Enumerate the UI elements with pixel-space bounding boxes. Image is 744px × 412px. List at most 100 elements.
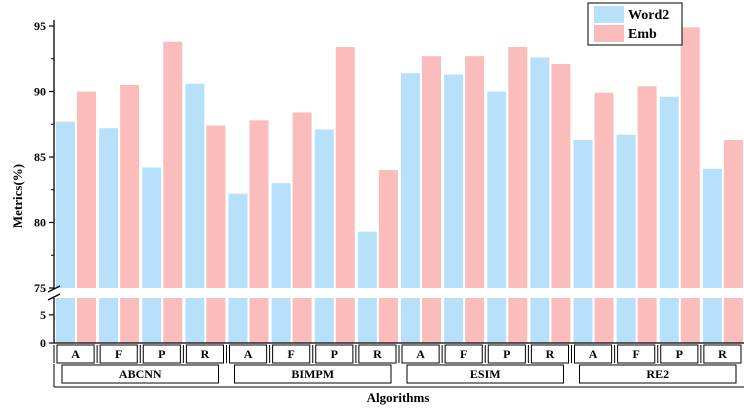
legend: Word2 Emb (587, 2, 683, 46)
metric-label-2: P (158, 347, 165, 361)
legend-swatch-word2 (594, 6, 624, 23)
metric-label-3: R (201, 347, 210, 361)
bar-word2-14-base (659, 298, 679, 343)
group-label-esim: ESIM (470, 367, 501, 381)
bar-emb-9-base (465, 298, 485, 343)
metric-label-8: A (416, 347, 425, 361)
bar-word2-11-base (530, 298, 550, 343)
bar-word2-3 (185, 83, 205, 288)
metric-label-10: P (503, 347, 510, 361)
group-box-re2 (579, 364, 737, 384)
y-tick-label-upper-0: 75 (34, 281, 46, 295)
y-tick-label-lower-1: 5 (40, 308, 46, 322)
bar-word2-4-base (228, 298, 248, 343)
bar-word2-15-base (702, 298, 722, 343)
bar-word2-2-base (142, 298, 162, 343)
bar-word2-12 (573, 139, 593, 288)
bar-word2-12-base (573, 298, 593, 343)
bar-word2-7 (357, 231, 377, 288)
bar-emb-5-base (292, 298, 312, 343)
group-box-abcnn (61, 364, 219, 384)
metric-label-5: F (288, 347, 295, 361)
bar-emb-10 (508, 46, 528, 289)
metric-label-4: A (244, 347, 253, 361)
bar-emb-5 (292, 112, 312, 289)
metric-label-9: F (460, 347, 467, 361)
bar-word2-13-base (616, 298, 636, 343)
metric-label-15: R (718, 347, 727, 361)
bar-word2-3-base (185, 298, 205, 343)
bar-emb-2-base (163, 298, 183, 343)
bar-emb-0-base (77, 298, 96, 343)
bar-word2-9 (444, 74, 464, 288)
bar-word2-4 (228, 193, 248, 288)
bar-emb-13-base (637, 298, 657, 343)
y-axis-label: Metrics(%) (10, 164, 25, 228)
metric-box-0 (56, 344, 95, 364)
axis-break-mark-lower (47, 293, 61, 301)
bar-emb-4 (249, 120, 269, 288)
bar-word2-11 (530, 57, 550, 288)
bar-emb-3-base (206, 298, 226, 343)
y-tick-label-upper-2: 85 (34, 150, 46, 164)
bar-emb-12 (594, 92, 614, 288)
metric-box-9 (444, 344, 483, 364)
metric-box-13 (617, 344, 656, 364)
bar-word2-1 (99, 128, 119, 288)
metric-box-3 (185, 344, 224, 364)
metric-label-11: R (546, 347, 555, 361)
bar-word2-15 (702, 168, 722, 288)
bar-word2-9-base (444, 298, 464, 343)
bar-emb-8 (422, 56, 441, 288)
metric-label-0: A (71, 347, 80, 361)
bar-emb-15 (723, 139, 743, 288)
group-box-bimpm (234, 364, 392, 384)
bar-emb-6 (335, 46, 355, 289)
axis-break-mark-upper (47, 285, 61, 293)
bar-emb-0 (77, 91, 96, 288)
bar-emb-2 (163, 41, 183, 288)
metric-label-13: F (633, 347, 640, 361)
legend-label-emb: Emb (628, 27, 657, 42)
bar-word2-8 (401, 73, 420, 288)
metric-box-10 (487, 344, 526, 364)
group-label-abcnn: ABCNN (119, 367, 162, 381)
metric-label-14: P (676, 347, 683, 361)
bar-emb-10-base (508, 298, 528, 343)
bar-emb-11-base (551, 298, 571, 343)
y-tick-label-upper-3: 90 (34, 85, 46, 99)
metric-box-6 (315, 344, 354, 364)
bar-word2-13 (616, 134, 636, 288)
bar-emb-1-base (120, 298, 140, 343)
bar-word2-2 (142, 167, 162, 288)
bar-word2-1-base (99, 298, 119, 343)
metric-box-11 (530, 344, 569, 364)
bar-word2-10-base (487, 298, 507, 343)
x-axis-label: Algorithms (367, 390, 430, 405)
bar-emb-1 (120, 84, 140, 288)
bar-word2-14 (659, 96, 679, 289)
bar-emb-7-base (378, 298, 398, 343)
y-tick-label-upper-4: 95 (34, 19, 46, 33)
bar-emb-9 (465, 56, 485, 288)
metric-box-14 (660, 344, 699, 364)
group-label-re2: RE2 (646, 367, 669, 381)
bar-emb-4-base (249, 298, 269, 343)
bar-emb-14 (680, 27, 700, 289)
bar-word2-5 (271, 183, 291, 288)
bar-emb-8-base (422, 298, 441, 343)
metric-box-15 (703, 344, 742, 364)
legend-label-word2: Word2 (628, 8, 669, 23)
metric-box-7 (358, 344, 397, 364)
group-box-esim (406, 364, 564, 384)
y-tick-label-lower-0: 0 (40, 336, 46, 350)
metric-label-6: P (331, 347, 338, 361)
bar-word2-7-base (357, 298, 377, 343)
bar-emb-12-base (594, 298, 614, 343)
bars (56, 27, 743, 343)
y-tick-label-upper-1: 80 (34, 216, 46, 230)
bar-emb-13 (637, 86, 657, 288)
bar-word2-0 (56, 121, 75, 288)
metric-label-7: R (373, 347, 382, 361)
